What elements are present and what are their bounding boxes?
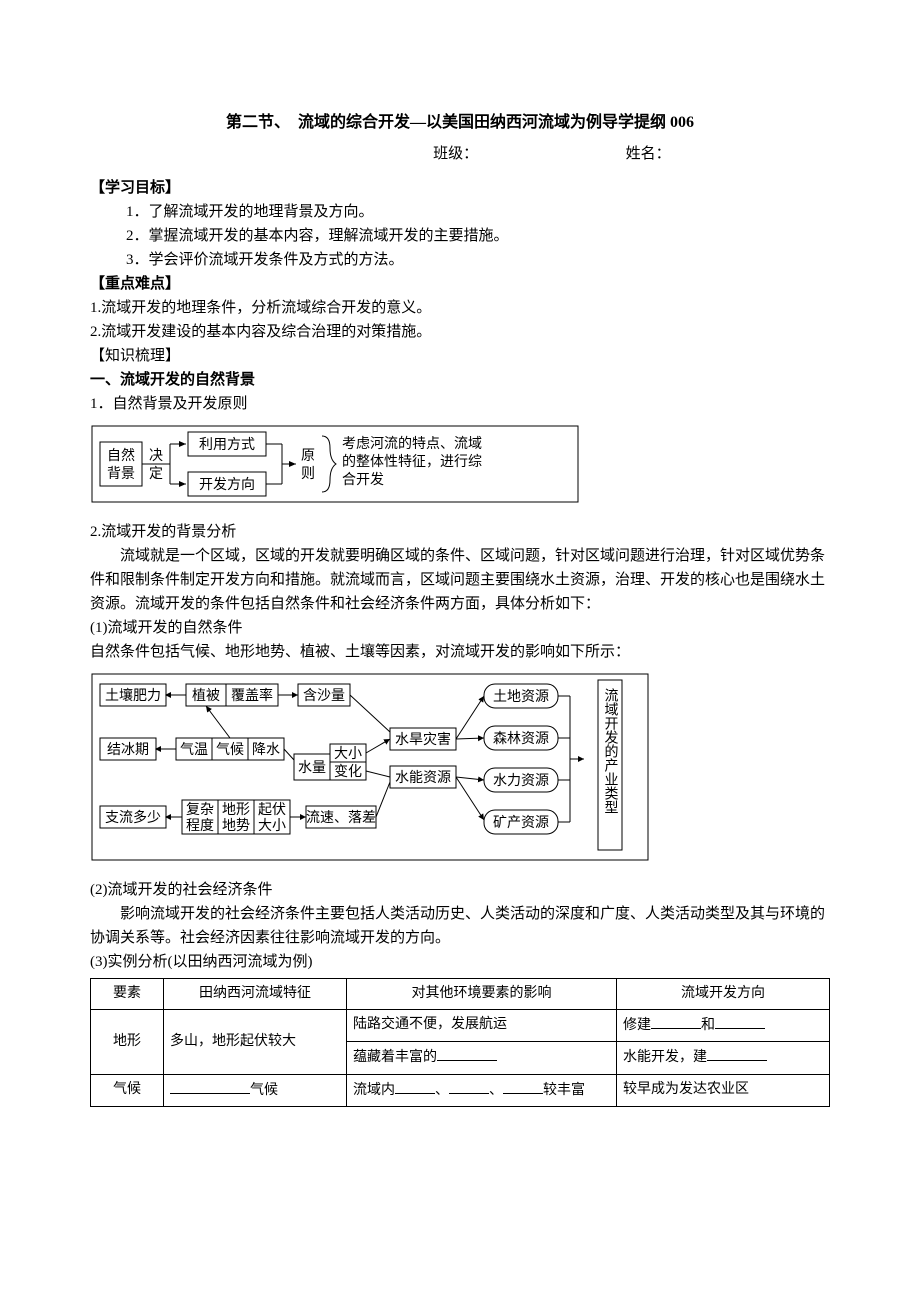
d1-ptext-l1: 考虑河流的特点、流域 <box>342 436 482 452</box>
sub-1: (1)流域开发的自然条件 <box>90 616 830 640</box>
cell-terrain-dir-2: 水能开发，建 <box>617 1042 830 1074</box>
svg-text:气候: 气候 <box>216 742 244 758</box>
svg-text:起伏: 起伏 <box>258 802 286 818</box>
cell-climate-feature: 气候 <box>164 1074 347 1106</box>
svg-text:大小: 大小 <box>258 818 286 834</box>
svg-text:覆盖率: 覆盖率 <box>231 687 273 704</box>
svg-text:土壤肥力: 土壤肥力 <box>105 687 161 704</box>
knowledge-heading: 【知识梳理】 <box>90 344 830 368</box>
svg-text:流速、落差: 流速、落差 <box>306 810 376 826</box>
sub-3: (3)实例分析(以田纳西河流域为例) <box>90 950 830 974</box>
case-table: 要素 田纳西河流域特征 对其他环境要素的影响 流域开发方向 地形 多山，地形起伏… <box>90 978 830 1108</box>
sub-1-line: 自然条件包括气候、地形地势、植被、土壤等因素，对流域开发的影响如下所示： <box>90 640 830 664</box>
th-feature: 田纳西河流域特征 <box>164 978 347 1009</box>
item-1: 1．自然背景及开发原则 <box>90 392 830 416</box>
svg-text:地形: 地形 <box>222 802 250 818</box>
svg-text:程度: 程度 <box>186 818 214 834</box>
svg-text:复杂: 复杂 <box>186 801 214 818</box>
d1-ptext-l3: 合开发 <box>342 472 384 488</box>
svg-text:矿产资源: 矿产资源 <box>493 815 549 831</box>
keypoint-1: 1.流域开发的地理条件，分析流域综合开发的意义。 <box>90 296 830 320</box>
d1-dev-dir: 开发方向 <box>199 477 255 493</box>
d1-principle-l1: 原 <box>301 449 315 464</box>
d1-natural-l2: 背景 <box>107 466 135 482</box>
table-header-row: 要素 田纳西河流域特征 对其他环境要素的影响 流域开发方向 <box>91 978 830 1009</box>
cell-terrain-feature: 多山，地形起伏较大 <box>164 1009 347 1074</box>
diagram-2: 土壤肥力 植被 覆盖率 含沙量 结冰期 气温 气候 降水 水量 <box>90 672 830 870</box>
class-label: 班级： <box>433 146 478 162</box>
svg-text:水能资源: 水能资源 <box>395 770 451 786</box>
d1-decide-l1: 决 <box>149 448 163 464</box>
cell-climate-dir: 较早成为发达农业区 <box>617 1074 830 1106</box>
d1-use-mode: 利用方式 <box>199 437 255 453</box>
keypoint-2: 2.流域开发建设的基本内容及综合治理的对策措施。 <box>90 320 830 344</box>
table-row: 地形 多山，地形起伏较大 陆路交通不便，发展航运 修建和 <box>91 1009 830 1041</box>
item-2: 2.流域开发的背景分析 <box>90 520 830 544</box>
d1-ptext-l2: 的整体性特征，进行综 <box>342 454 482 470</box>
cell-terrain-impact-1: 陆路交通不便，发展航运 <box>347 1009 617 1041</box>
svg-text:水力资源: 水力资源 <box>493 773 549 789</box>
keypoints-heading: 【重点难点】 <box>90 272 830 296</box>
svg-text:森林资源: 森林资源 <box>493 731 549 747</box>
sub-2-paragraph: 影响流域开发的社会经济条件主要包括人类活动历史、人类活动的深度和广度、人类活动类… <box>90 902 830 950</box>
part1-heading: 一、流域开发的自然背景 <box>90 368 830 392</box>
svg-text:含沙量: 含沙量 <box>303 688 345 704</box>
svg-text:变化: 变化 <box>334 764 362 780</box>
svg-text:地势: 地势 <box>222 818 250 834</box>
page-title: 第二节、 流域的综合开发—以美国田纳西河流域为例导学提纲 006 <box>90 110 830 136</box>
name-label: 姓名： <box>626 146 671 162</box>
cell-terrain-element: 地形 <box>91 1009 164 1074</box>
svg-text:降水: 降水 <box>252 742 280 758</box>
d1-principle-l2: 则 <box>301 466 315 482</box>
th-element: 要素 <box>91 978 164 1009</box>
svg-text:大小: 大小 <box>334 746 362 762</box>
cell-terrain-dir-1: 修建和 <box>617 1009 830 1041</box>
svg-text:水量: 水量 <box>298 760 326 776</box>
class-name-line: 班级： 姓名： <box>90 142 830 166</box>
objective-3: 3．学会评价流域开发条件及方式的方法。 <box>126 248 830 272</box>
svg-text:土地资源: 土地资源 <box>493 689 549 705</box>
svg-text:流域开发的产业类型: 流域开发的产业类型 <box>603 688 619 814</box>
svg-text:水旱灾害: 水旱灾害 <box>395 731 451 748</box>
d1-natural-l1: 自然 <box>107 447 135 464</box>
svg-text:结冰期: 结冰期 <box>107 742 149 758</box>
th-impact: 对其他环境要素的影响 <box>347 978 617 1009</box>
cell-climate-element: 气候 <box>91 1074 164 1106</box>
svg-text:植被: 植被 <box>192 688 220 704</box>
svg-text:支流多少: 支流多少 <box>105 809 161 826</box>
paragraph-1: 流域就是一个区域，区域的开发就要明确区域的条件、区域问题，针对区域问题进行治理，… <box>90 544 830 616</box>
objectives-heading: 【学习目标】 <box>90 176 830 200</box>
objective-2: 2．掌握流域开发的基本内容，理解流域开发的主要措施。 <box>126 224 830 248</box>
d1-decide-l2: 定 <box>149 466 163 482</box>
th-direction: 流域开发方向 <box>617 978 830 1009</box>
diagram-1: 自然 背景 决 定 利用方式 开发方向 原 则 考虑河流的特点、流 <box>90 424 830 512</box>
sub-2: (2)流域开发的社会经济条件 <box>90 878 830 902</box>
cell-terrain-impact-2: 蕴藏着丰富的 <box>347 1042 617 1074</box>
objective-1: 1．了解流域开发的地理背景及方向。 <box>126 200 830 224</box>
cell-climate-impact: 流域内、、较丰富 <box>347 1074 617 1106</box>
table-row: 气候 气候 流域内、、较丰富 较早成为发达农业区 <box>91 1074 830 1106</box>
svg-text:气温: 气温 <box>180 742 208 758</box>
